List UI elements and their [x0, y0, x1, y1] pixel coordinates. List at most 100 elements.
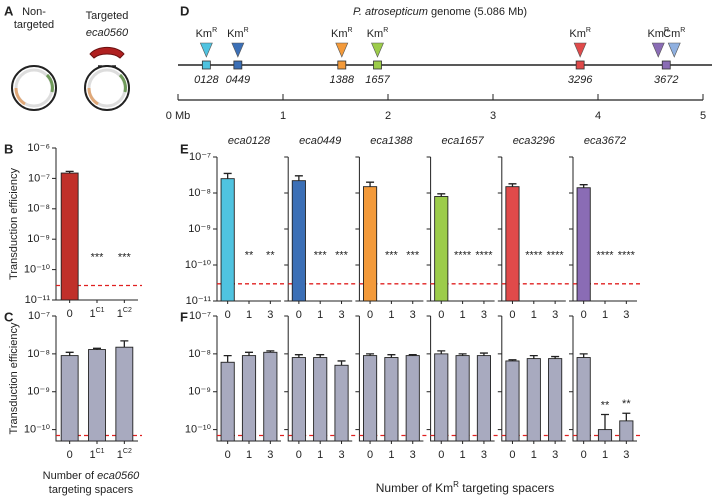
category: 1 — [317, 309, 323, 321]
y-tick-label: 10⁻⁷ — [189, 310, 211, 322]
significance: ** — [622, 398, 631, 410]
x-tick-label: 1C2 — [117, 448, 132, 461]
category: 1 — [531, 449, 537, 461]
category: 3 — [481, 449, 487, 461]
resistance-part: R — [348, 27, 353, 34]
bar — [384, 357, 399, 442]
category: 0 — [67, 308, 73, 320]
bar — [241, 355, 257, 442]
bar — [220, 178, 235, 302]
axis — [572, 316, 637, 442]
category: 1 — [117, 308, 123, 320]
panel-label: A — [4, 3, 14, 18]
x-tick-label: 0 — [581, 309, 587, 321]
axis — [216, 316, 281, 442]
category: 1 — [117, 449, 123, 461]
resistance-part: Km — [569, 28, 586, 40]
resistance-label: KmR — [196, 27, 218, 40]
x-title-part: targeting spacers — [459, 481, 554, 495]
axis — [287, 316, 353, 442]
scale-tick-label: 5 — [700, 110, 706, 122]
x-tick-label: 3 — [267, 309, 273, 321]
category: 1 — [89, 308, 95, 320]
plasmid-label: targeted — [14, 19, 54, 31]
bar — [220, 361, 235, 442]
y-tick-label: 10⁻⁹ — [27, 386, 50, 398]
resistance-label: CmR — [663, 27, 685, 40]
resistance-label: KmR — [227, 27, 249, 40]
locus-label: 3296 — [568, 74, 593, 86]
x-title-part: Number of — [43, 470, 97, 482]
scale-tick-label: 0 Mb — [166, 110, 190, 122]
x-title-part: eca0560 — [97, 470, 140, 482]
bar — [88, 349, 106, 442]
resistance-part: Cm — [663, 28, 680, 40]
category-sup: C1 — [96, 448, 105, 455]
bar — [363, 186, 378, 302]
x-tick-label: 1 — [388, 449, 394, 461]
axis — [430, 316, 495, 442]
y-tick-label: 10⁻⁸ — [188, 187, 211, 199]
category: 0 — [296, 449, 302, 461]
category: 0 — [67, 449, 73, 461]
bar — [576, 187, 591, 302]
y-tick-label: 10⁻¹⁰ — [185, 424, 212, 436]
error-bar — [508, 183, 517, 187]
error-bar — [387, 354, 396, 358]
chart-title: eca3672 — [584, 135, 626, 147]
resistance-label: KmR — [569, 27, 591, 40]
category: 1 — [602, 309, 608, 321]
category: 3 — [267, 309, 273, 321]
category: 1 — [531, 309, 537, 321]
y-tick-label: 10⁻¹⁰ — [24, 424, 51, 436]
bar — [576, 357, 591, 442]
category: 0 — [581, 309, 587, 321]
resistance-marker — [667, 42, 681, 58]
y-axis-title: Transduction efficiency — [8, 322, 20, 434]
category: 0 — [438, 309, 444, 321]
x-tick-label: 3 — [410, 309, 416, 321]
locus-marker — [201, 60, 211, 70]
significance: *** — [91, 251, 105, 263]
category: 1 — [388, 309, 394, 321]
scale-tick-label: 1 — [280, 110, 286, 122]
locus-marker — [661, 60, 671, 70]
scale-tick-label: 3 — [490, 110, 496, 122]
plasmid — [11, 65, 57, 111]
bar — [526, 358, 541, 442]
x-tick-label: 3 — [481, 309, 487, 321]
x-tick-label: 1 — [602, 309, 608, 321]
category: 3 — [338, 309, 344, 321]
category-sup: C2 — [123, 307, 132, 314]
bar — [597, 429, 613, 442]
error-bar — [294, 354, 303, 358]
bar — [434, 196, 449, 302]
bar — [455, 355, 470, 442]
x-tick-label: 0 — [367, 449, 373, 461]
bar — [60, 355, 79, 442]
x-title-part: R — [453, 480, 459, 489]
resistance-part: R — [244, 27, 249, 34]
x-tick-label: 3 — [338, 309, 344, 321]
locus-marker — [233, 60, 243, 70]
x-tick-label: 0 — [225, 449, 231, 461]
x-tick-label: 0 — [367, 309, 373, 321]
resistance-label: KmR — [647, 27, 669, 40]
resistance-marker — [231, 42, 245, 58]
bar — [505, 360, 520, 442]
bar — [334, 364, 349, 442]
significance: **** — [547, 250, 565, 262]
plasmid-panel: Non- targeted Targeted eca0560 — [11, 6, 130, 111]
x-tick-label: 1 — [246, 449, 252, 461]
locus-label: 3672 — [654, 74, 678, 86]
category: 3 — [623, 309, 629, 321]
locus-marker — [575, 60, 585, 70]
error-bar — [223, 172, 232, 179]
locus-label: 0128 — [194, 74, 219, 86]
x-tick-label: 1 — [317, 449, 323, 461]
x-tick-label: 1 — [460, 309, 466, 321]
category: 0 — [367, 449, 373, 461]
x-tick-label: 3 — [410, 449, 416, 461]
significance: **** — [475, 250, 493, 262]
